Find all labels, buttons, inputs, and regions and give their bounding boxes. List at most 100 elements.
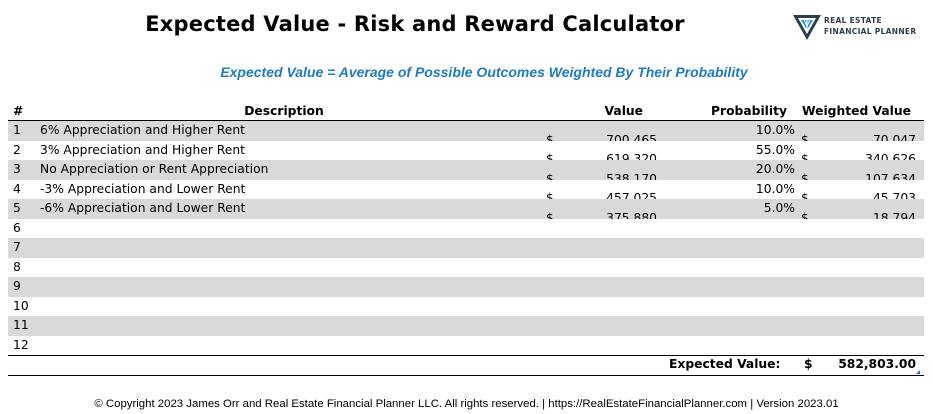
row-probability[interactable] [657,335,797,356]
row-value: 538,170 [606,171,657,180]
row-value-currency: $ [546,132,554,141]
row-weighted-cell[interactable] [797,258,924,278]
row-number[interactable]: 9 [8,277,36,297]
row-weighted-cell[interactable]: $70,047 [797,120,924,141]
table-row: 12 [8,335,924,356]
table-row: 11 [8,316,924,336]
row-weighted-value: 340,626 [865,152,916,160]
row-weighted-value: 107,634 [865,171,916,180]
table-row: 4 -3% Appreciation and Lower Rent $457,025… [8,180,924,200]
row-weighted-cell[interactable] [797,316,924,336]
row-number[interactable]: 2 [13,142,21,157]
expected-value-row: Expected Value: $ 582,803.00 [8,355,924,376]
fill-handle[interactable] [916,370,920,374]
row-probability[interactable]: 5.0% [657,199,797,219]
row-weighted-cell[interactable]: $340,626 [797,141,924,160]
row-number[interactable]: 6 [13,220,21,235]
expected-value-currency: $ [804,357,813,371]
row-description[interactable]: -6% Appreciation and Lower Rent [36,199,532,219]
row-weighted-cell[interactable] [797,277,924,297]
row-probability[interactable]: 55.0% [755,142,795,157]
company-logo: REAL ESTATE FINANCIAL PLANNER [792,12,932,42]
row-value-cell[interactable] [532,238,657,258]
row-description[interactable]: -3% Appreciation and Lower Rent [40,181,246,196]
expected-value-label: Expected Value: [669,357,781,371]
row-weighted-currency: $ [801,210,809,219]
outcomes-table: # Description Value Probability Weighted… [8,102,924,356]
row-value-cell[interactable]: $700,465 [532,120,657,141]
row-value-currency: $ [546,210,554,219]
table-row: 2 3% Appreciation and Higher Rent $619,320… [8,141,924,161]
row-number[interactable]: 10 [13,298,29,313]
row-description[interactable] [36,297,532,317]
table-row: 10 [8,297,924,317]
row-number[interactable]: 5 [8,199,36,219]
row-value: 700,465 [606,132,657,141]
row-probability[interactable]: 10.0% [657,120,797,141]
row-number[interactable]: 7 [8,238,36,258]
row-probability[interactable] [657,238,797,258]
row-value-cell[interactable]: $538,170 [532,160,657,180]
expected-value-amount[interactable]: 582,803.00 [838,357,916,371]
row-probability[interactable]: 10.0% [755,181,795,196]
row-number[interactable]: 4 [13,181,21,196]
table-row: 1 6% Appreciation and Higher Rent $700,465… [8,120,924,141]
row-value: 619,320 [606,152,657,160]
row-value-cell[interactable] [532,277,657,297]
row-weighted-currency: $ [801,132,809,141]
row-description[interactable] [36,316,532,336]
row-value-cell[interactable] [532,316,657,336]
row-probability[interactable] [657,297,797,317]
row-description[interactable] [36,238,532,258]
table-row: 7 [8,238,924,258]
row-weighted-currency: $ [801,152,809,160]
table-header-row: # Description Value Probability Weighted… [8,102,924,121]
row-probability[interactable]: 20.0% [657,160,797,180]
row-weighted-cell[interactable]: $45,703 [797,180,924,199]
row-weighted-cell[interactable] [797,219,924,239]
row-description[interactable]: 6% Appreciation and Higher Rent [36,120,532,141]
row-weighted-value: 18,794 [872,210,916,219]
row-description[interactable] [36,258,532,278]
row-probability[interactable] [657,316,797,336]
header-value: Value [532,102,657,121]
row-description[interactable] [36,335,532,356]
row-weighted-cell[interactable] [797,238,924,258]
row-description[interactable] [36,219,532,239]
row-probability[interactable] [657,258,797,278]
row-weighted-cell[interactable] [797,335,924,356]
row-weighted-currency: $ [801,171,809,180]
table-row: 6 [8,219,924,239]
row-number[interactable]: 3 [8,160,36,180]
row-value-cell[interactable]: $457,025 [532,180,657,199]
table-row: 8 [8,258,924,278]
row-value-cell[interactable] [532,219,657,239]
row-description[interactable]: 3% Appreciation and Higher Rent [40,142,245,157]
logo-text: REAL ESTATE FINANCIAL PLANNER [824,15,916,37]
ref-planner-logo-icon [793,15,821,40]
row-description[interactable] [36,277,532,297]
row-value: 375,880 [606,210,657,219]
row-number[interactable]: 11 [8,316,36,336]
row-probability[interactable] [657,277,797,297]
row-number[interactable]: 12 [8,335,36,356]
row-value-cell[interactable] [532,297,657,317]
row-number[interactable]: 1 [8,120,36,141]
formula-subtitle: Expected Value = Average of Possible Out… [220,64,748,80]
row-value-cell[interactable] [532,258,657,278]
row-value-cell[interactable] [532,335,657,356]
row-weighted-value: 70,047 [872,132,916,141]
row-weighted-currency: $ [801,191,809,199]
row-value-currency: $ [546,171,554,180]
header-description: Description [36,102,532,121]
row-number[interactable]: 8 [13,259,21,274]
row-value-cell[interactable]: $619,320 [532,141,657,160]
page-title: Expected Value - Risk and Reward Calcula… [145,12,685,36]
row-weighted-cell[interactable]: $107,634 [797,160,924,180]
row-probability[interactable] [657,219,797,239]
header-num: # [8,102,36,121]
row-weighted-cell[interactable]: $18,794 [797,199,924,219]
row-weighted-cell[interactable] [797,297,924,317]
row-description[interactable]: No Appreciation or Rent Appreciation [36,160,532,180]
row-value-cell[interactable]: $375,880 [532,199,657,219]
